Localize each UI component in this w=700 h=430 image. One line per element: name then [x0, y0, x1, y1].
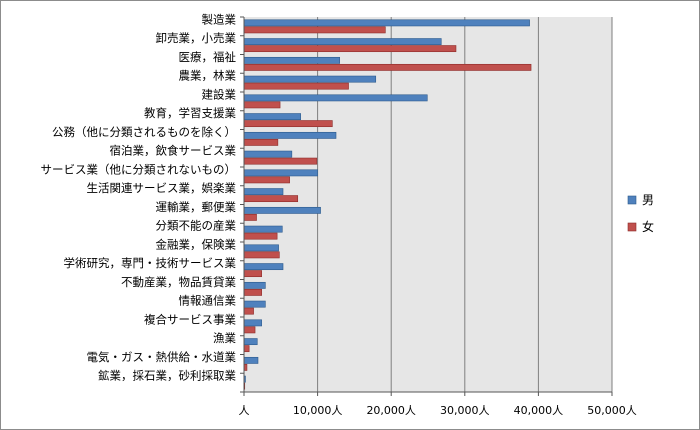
bar-male [243, 38, 442, 46]
x-tick-label: 40,000人 [514, 404, 564, 417]
category-label: 金融業，保険業 [156, 237, 237, 251]
bar-female [243, 176, 290, 184]
bar-female [243, 232, 278, 240]
x-tick-label: 20,000人 [366, 404, 416, 417]
bar-male [243, 94, 428, 102]
bar-male [243, 281, 266, 289]
category-label: 漁業 [213, 331, 236, 345]
bar-male [243, 19, 530, 27]
bar-female [243, 326, 256, 334]
category-label: 複合サービス事業 [144, 312, 236, 326]
category-label: 建設業 [202, 87, 237, 101]
bar-male [243, 356, 259, 364]
category-label: 農業，林業 [179, 69, 237, 83]
bar-female [243, 345, 250, 353]
bar-female [243, 251, 280, 259]
bar-male [243, 75, 377, 83]
category-label: 不動産業，物品賃貸業 [121, 275, 236, 289]
category-label: 分類不能の産業 [156, 219, 237, 233]
bar-male [243, 263, 284, 271]
category-label: 生活関連サービス業，娯楽業 [87, 181, 237, 195]
category-label: 運輸業，郵便業 [156, 200, 237, 214]
bar-male [243, 300, 266, 308]
bar-male [243, 244, 279, 252]
category-label: 公務（他に分類されるものを除く） [52, 125, 236, 139]
bar-male [243, 225, 283, 233]
bar-female [243, 213, 257, 221]
bar-female [243, 120, 333, 128]
legend-label: 女 [642, 219, 654, 234]
bar-female [243, 270, 262, 278]
bar-female [243, 288, 262, 296]
category-label: 教育，学習支援業 [144, 106, 236, 120]
x-tick-label: 10,000人 [293, 404, 343, 417]
bar-female [243, 307, 254, 315]
category-label: サービス業（他に分類されないもの） [41, 162, 237, 176]
bar-male [243, 150, 293, 158]
legend-swatch [627, 222, 637, 232]
category-label: 宿泊業，飲食サービス業 [110, 144, 237, 158]
category-label: 学術研究，専門・技術サービス業 [64, 256, 237, 270]
bar-female [243, 63, 532, 71]
legend: 男女 [627, 193, 654, 234]
plot-background [244, 17, 612, 392]
bar-male [243, 319, 262, 327]
x-tick-label: 50,000人 [587, 404, 637, 417]
bar-female [243, 82, 349, 90]
x-tick-label: 30,000人 [440, 404, 490, 417]
bar-male [243, 131, 337, 139]
x-tick-label: 人 [239, 404, 250, 417]
bar-female [243, 138, 279, 146]
category-label: 情報通信業 [179, 294, 237, 308]
bar-male [243, 169, 318, 177]
bar-female [243, 26, 386, 34]
bar-female [243, 157, 318, 165]
category-label: 卸売業，小売業 [156, 31, 237, 45]
category-label: 製造業 [202, 12, 237, 26]
category-label: 医療，福祉 [179, 50, 237, 64]
category-label: 鉱業，採石業，砂利採取業 [98, 369, 236, 383]
bar-female [243, 101, 281, 109]
category-label: 電気・ガス・熱供給・水道業 [87, 350, 237, 364]
bar-male [243, 206, 321, 214]
legend-label: 男 [642, 193, 654, 207]
plot-area: 人 10,000人 20,000人 30,000人 40,000人 50,000人 製造業卸… [41, 12, 637, 417]
bar-male [243, 188, 284, 196]
bar-male [243, 56, 340, 64]
bar-male [243, 338, 258, 346]
bar-female [243, 195, 299, 203]
legend-swatch [627, 195, 637, 205]
bar-male [243, 113, 301, 121]
bar-female [243, 45, 457, 53]
